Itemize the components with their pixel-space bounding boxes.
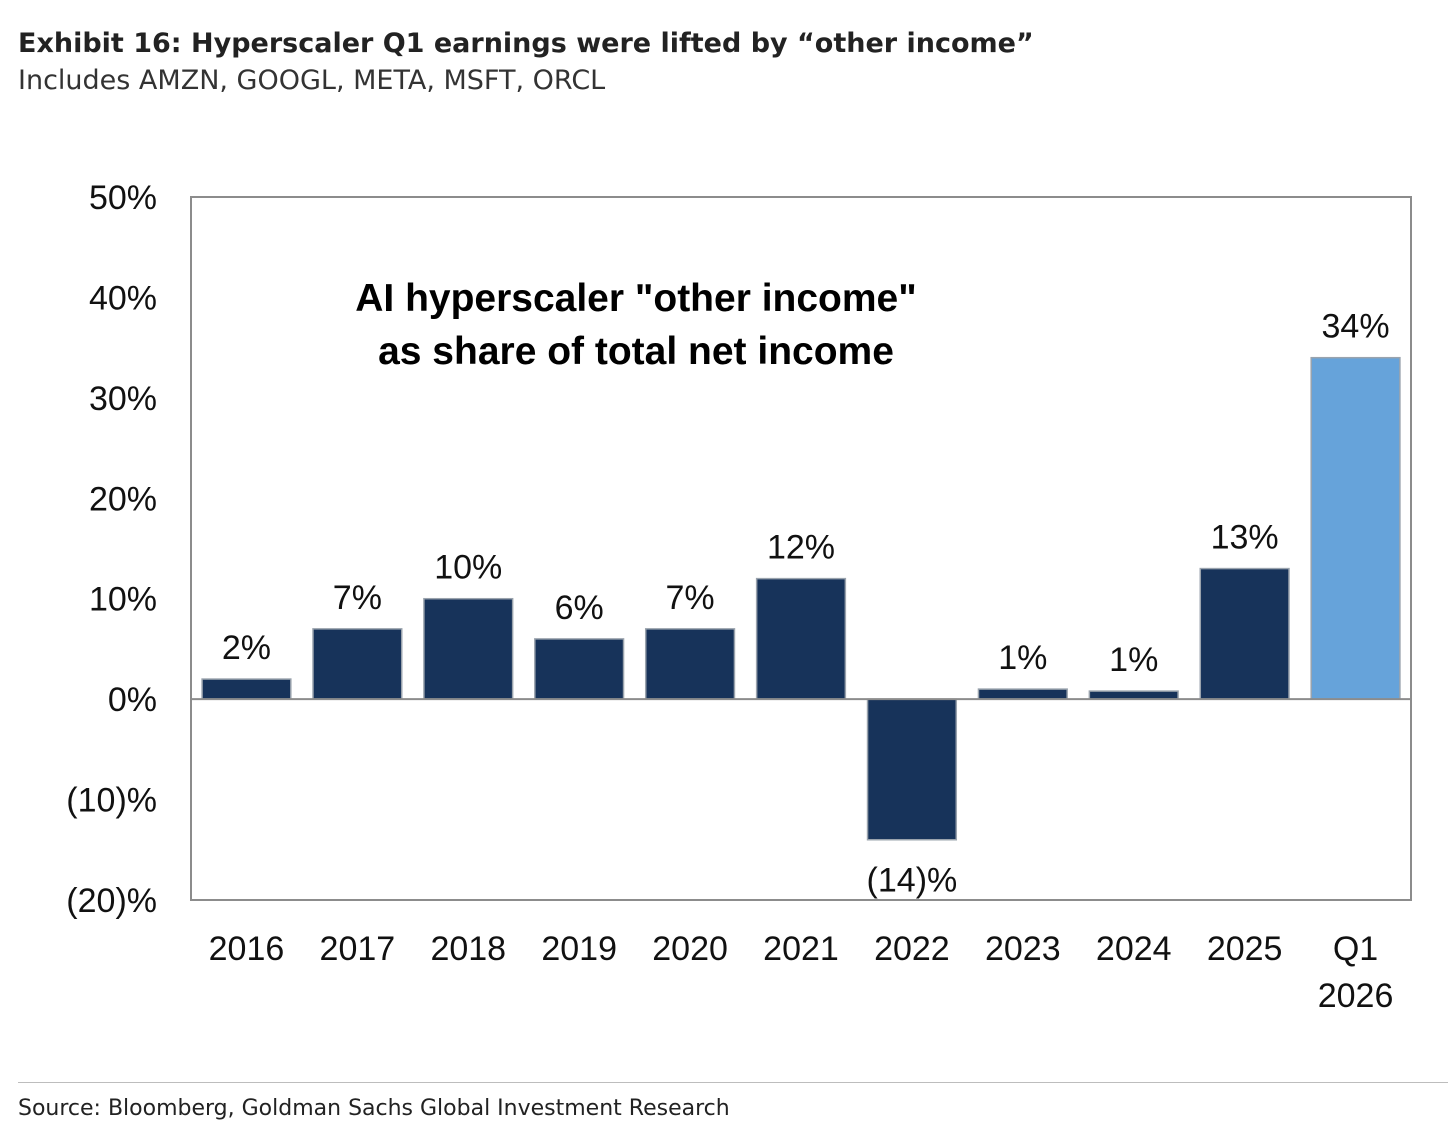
- data-label: 13%: [1211, 519, 1279, 557]
- x-tick-label: Q1: [1333, 930, 1378, 968]
- data-label: 6%: [555, 589, 604, 627]
- y-tick-label: 50%: [89, 179, 157, 217]
- x-tick-label: 2022: [874, 930, 950, 968]
- plot-frame: [190, 196, 1412, 901]
- y-tick-label: (20)%: [66, 882, 157, 920]
- footer-divider: [18, 1082, 1448, 1083]
- y-tick-label: 0%: [108, 681, 157, 719]
- bar: [866, 698, 958, 841]
- x-tick-label: 2017: [320, 930, 396, 968]
- source-note: Source: Bloomberg, Goldman Sachs Global …: [18, 1096, 730, 1121]
- bar: [312, 628, 403, 700]
- data-label: 34%: [1322, 308, 1390, 346]
- x-tick-label: 2018: [430, 930, 506, 968]
- data-label: 1%: [998, 639, 1047, 677]
- chart-annotation: AI hyperscaler "other income": [355, 277, 917, 320]
- data-label: 10%: [434, 549, 502, 587]
- data-label: (14)%: [867, 862, 958, 900]
- bar: [1199, 567, 1290, 700]
- bar: [534, 638, 625, 700]
- bar: [977, 688, 1068, 700]
- y-tick-label: (10)%: [66, 782, 157, 820]
- data-label: 2%: [222, 629, 271, 667]
- bar: [755, 577, 847, 700]
- y-tick-label: 40%: [89, 279, 157, 317]
- chart-title: Exhibit 16: Hyperscaler Q1 earnings were…: [18, 28, 1034, 59]
- x-tick-label: 2021: [763, 930, 839, 968]
- data-label: 12%: [767, 529, 835, 567]
- data-label: 7%: [666, 579, 715, 617]
- chart-annotation: as share of total net income: [378, 330, 894, 373]
- y-tick-label: 30%: [89, 380, 157, 418]
- chart-subtitle: Includes AMZN, GOOGL, META, MSFT, ORCL: [18, 65, 606, 96]
- bar: [1088, 690, 1179, 700]
- y-tick-label: 20%: [89, 480, 157, 518]
- data-label: 7%: [333, 579, 382, 617]
- x-tick-label: 2025: [1207, 930, 1283, 968]
- x-tick-label: 2020: [652, 930, 728, 968]
- x-tick-label: 2023: [985, 930, 1061, 968]
- bar: [644, 628, 736, 700]
- x-tick-label: 2019: [541, 930, 617, 968]
- bar: [201, 678, 292, 700]
- y-tick-label: 10%: [89, 581, 157, 619]
- x-tick-label: 2024: [1096, 930, 1172, 968]
- x-tick-label: 2026: [1318, 977, 1394, 1015]
- bar: [423, 597, 514, 700]
- bar: [1310, 356, 1401, 700]
- data-label: 1%: [1109, 641, 1158, 679]
- x-tick-label: 2016: [209, 930, 285, 968]
- bar-chart: 50% 40% 30% 20% 10% 0% (10)% (20)% 2% 2016 7% 2017 1…: [66, 179, 1412, 1015]
- chart-header: Exhibit 16: Hyperscaler Q1 earnings were…: [18, 28, 1034, 96]
